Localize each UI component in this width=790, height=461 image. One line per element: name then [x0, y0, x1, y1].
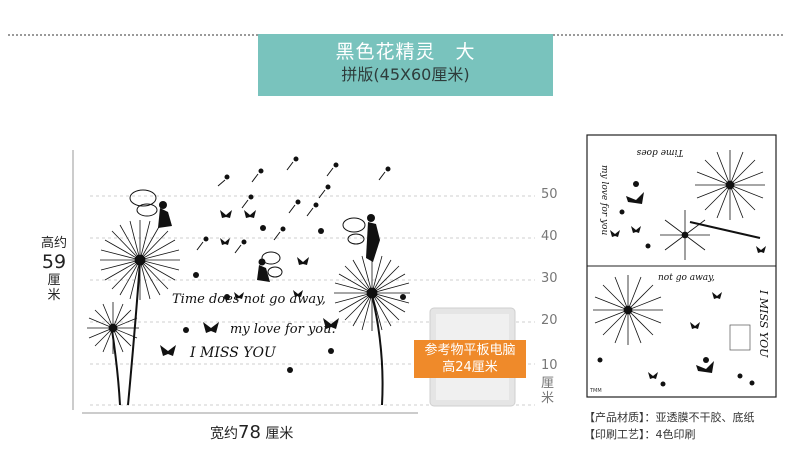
sheet-text-phrase: not go away,	[658, 273, 715, 283]
dandelion-large-right	[334, 255, 410, 331]
printing-value: ：4色印刷	[644, 428, 696, 441]
sheet-text-upside-down: Time does	[636, 147, 683, 157]
butterflies	[160, 210, 339, 356]
height-unit: 厘米	[47, 273, 61, 303]
svg-text:TMM: TMM	[589, 388, 602, 394]
dotted-divider-right	[553, 34, 783, 36]
height-value: 59	[41, 251, 67, 273]
dotted-divider-left	[8, 34, 258, 36]
ruler-unit: 厘米	[541, 376, 555, 406]
ruler-tick-50: 50	[541, 187, 558, 202]
reference-line2: 高24厘米	[442, 360, 498, 375]
flying-seeds	[196, 156, 391, 254]
fairy-left	[129, 189, 172, 228]
small-flowers	[183, 225, 406, 373]
product-sheet-preview: TMM Time does my love for you not go awa…	[586, 134, 777, 398]
sheet-text-vertical-bottom: I MISS YOU	[757, 289, 770, 358]
dandelion-small-left	[87, 302, 139, 354]
width-label: 宽约78 厘米	[210, 422, 293, 443]
height-label: 高约 59 厘米	[40, 236, 68, 303]
width-value: 78	[238, 422, 261, 443]
printing-label: 【印刷工艺】	[584, 428, 645, 441]
width-unit: 厘米	[265, 426, 294, 442]
material-label: 【产品材质】	[584, 411, 645, 424]
product-title: 黑色花精灵 大	[335, 41, 476, 63]
ruler-tick-40: 40	[541, 229, 558, 244]
fairy-middle	[257, 251, 283, 282]
dandelion-large-left	[100, 220, 180, 300]
product-size: 拼版(45X60厘米)	[341, 65, 470, 84]
decal-text-line2: my love for you.	[230, 322, 336, 337]
ruler-tick-20: 20	[541, 313, 558, 328]
ruler-tick-30: 30	[541, 271, 558, 286]
fairy-right	[342, 214, 380, 262]
decal-text-line1: Time does not go away,	[172, 292, 326, 307]
material-value: ：亚透膜不干胶、底纸	[644, 411, 755, 424]
reference-line1: 参考物平板电脑	[424, 343, 516, 358]
reference-object-label: 参考物平板电脑 高24厘米	[414, 340, 526, 378]
width-prefix: 宽约	[210, 426, 238, 442]
ruler-tick-10: 10	[541, 358, 558, 373]
material-info: 【产品材质】：亚透膜不干胶、底纸 【印刷工艺】：4色印刷	[584, 409, 755, 443]
sheet-text-vertical-top: my love for you	[599, 165, 609, 235]
decal-text-line3: I MISS YOU	[189, 345, 277, 361]
height-prefix: 高约	[40, 236, 67, 251]
title-banner: 黑色花精灵 大 拼版(45X60厘米)	[258, 34, 553, 96]
